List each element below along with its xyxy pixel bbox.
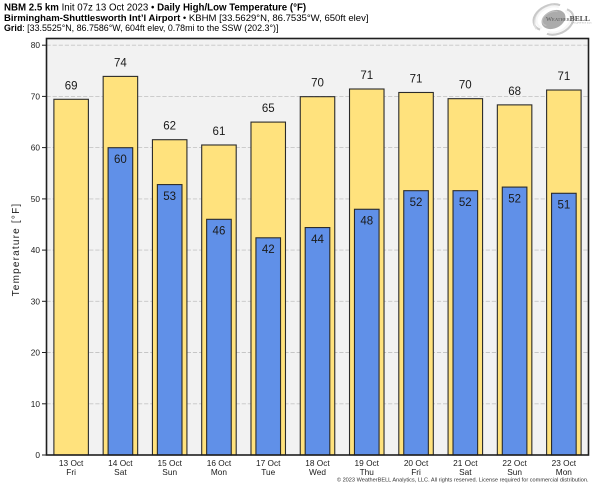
svg-text:60: 60 bbox=[114, 154, 127, 166]
svg-text:52: 52 bbox=[508, 193, 521, 205]
svg-text:42: 42 bbox=[262, 244, 275, 256]
svg-text:10: 10 bbox=[31, 399, 41, 409]
svg-text:70: 70 bbox=[459, 80, 472, 92]
svg-text:51: 51 bbox=[557, 199, 570, 211]
svg-text:NBM 2.5 km Init 07z 13 Oct 202: NBM 2.5 km Init 07z 13 Oct 2023 • Daily … bbox=[4, 2, 306, 13]
svg-text:70: 70 bbox=[311, 78, 324, 90]
svg-text:Birmingham-Shuttlesworth Int’l: Birmingham-Shuttlesworth Int’l Airport •… bbox=[4, 13, 369, 24]
svg-text:61: 61 bbox=[213, 126, 226, 138]
svg-text:0: 0 bbox=[35, 450, 40, 460]
svg-text:Wed: Wed bbox=[309, 467, 326, 477]
svg-text:48: 48 bbox=[360, 215, 373, 227]
svg-text:40: 40 bbox=[31, 245, 41, 255]
svg-text:17 Oct: 17 Oct bbox=[256, 458, 281, 468]
svg-text:20 Oct: 20 Oct bbox=[404, 458, 429, 468]
svg-text:© 2023 WeatherBELL Analytics,: © 2023 WeatherBELL Analytics, LLC. All r… bbox=[337, 477, 589, 484]
svg-text:74: 74 bbox=[114, 57, 127, 69]
svg-text:Fri: Fri bbox=[66, 467, 76, 477]
svg-text:71: 71 bbox=[410, 73, 423, 85]
svg-text:65: 65 bbox=[262, 103, 275, 115]
svg-text:80: 80 bbox=[31, 40, 41, 50]
svg-text:53: 53 bbox=[163, 191, 176, 203]
svg-text:Fri: Fri bbox=[411, 467, 421, 477]
svg-text:60: 60 bbox=[31, 143, 41, 153]
svg-text:Sun: Sun bbox=[162, 467, 177, 477]
svg-text:22 Oct: 22 Oct bbox=[502, 458, 527, 468]
svg-text:WEATHERBELL: WEATHERBELL bbox=[546, 14, 590, 23]
svg-text:Grid: [33.5525°N, 86.7586°W, 6: Grid: [33.5525°N, 86.7586°W, 604ft elev,… bbox=[4, 23, 278, 33]
svg-text:Sun: Sun bbox=[507, 467, 522, 477]
svg-text:62: 62 bbox=[163, 121, 176, 133]
svg-text:20: 20 bbox=[31, 348, 41, 358]
svg-text:Tue: Tue bbox=[261, 467, 275, 477]
svg-text:71: 71 bbox=[557, 71, 570, 83]
svg-text:70: 70 bbox=[31, 91, 41, 101]
svg-text:Sat: Sat bbox=[459, 467, 472, 477]
svg-text:15 Oct: 15 Oct bbox=[157, 458, 182, 468]
svg-text:19 Oct: 19 Oct bbox=[355, 458, 380, 468]
svg-text:71: 71 bbox=[360, 70, 373, 82]
svg-text:Thu: Thu bbox=[360, 467, 375, 477]
svg-text:13 Oct: 13 Oct bbox=[59, 458, 84, 468]
svg-text:52: 52 bbox=[459, 197, 472, 209]
svg-text:46: 46 bbox=[213, 226, 226, 238]
svg-text:50: 50 bbox=[31, 194, 41, 204]
svg-text:68: 68 bbox=[508, 86, 521, 98]
svg-text:ANALYTICS LLC: ANALYTICS LLC bbox=[571, 22, 592, 25]
svg-text:Sat: Sat bbox=[114, 467, 127, 477]
svg-text:14 Oct: 14 Oct bbox=[108, 458, 133, 468]
svg-text:30: 30 bbox=[31, 296, 41, 306]
svg-text:52: 52 bbox=[410, 197, 423, 209]
svg-text:21 Oct: 21 Oct bbox=[453, 458, 478, 468]
svg-text:18 Oct: 18 Oct bbox=[305, 458, 330, 468]
svg-text:69: 69 bbox=[65, 80, 78, 92]
svg-text:16 Oct: 16 Oct bbox=[207, 458, 232, 468]
svg-text:Mon: Mon bbox=[556, 467, 573, 477]
svg-text:23 Oct: 23 Oct bbox=[552, 458, 577, 468]
svg-text:Mon: Mon bbox=[211, 467, 228, 477]
svg-text:44: 44 bbox=[311, 234, 324, 246]
svg-text:Temperature [°F]: Temperature [°F] bbox=[11, 203, 22, 297]
